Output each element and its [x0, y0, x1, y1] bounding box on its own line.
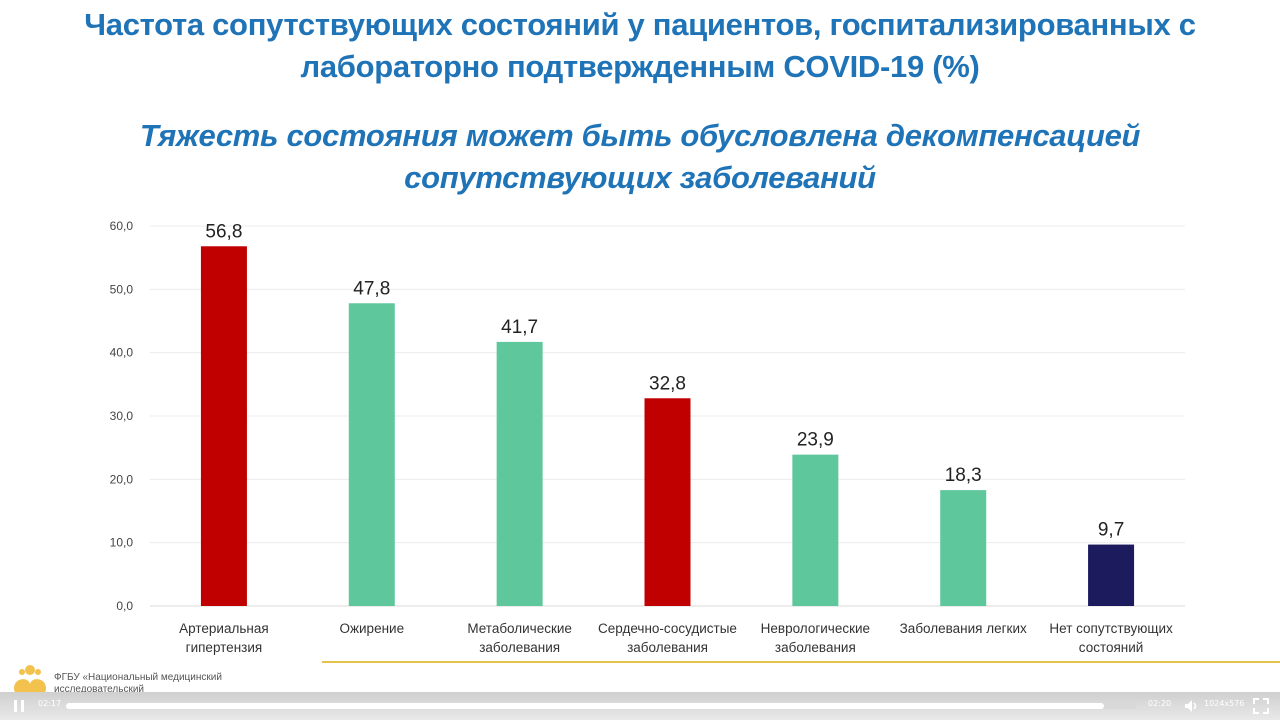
data-label: 47,8 [353, 278, 390, 299]
y-tick-label: 20,0 [110, 472, 134, 486]
y-tick-label: 50,0 [110, 282, 134, 296]
data-label: 56,8 [205, 221, 242, 242]
x-tick-label: Артериальная [179, 621, 269, 636]
slide-subtitle: Тяжесть состояния может быть обусловлена… [139, 118, 1141, 195]
x-tick-label: гипертензия [186, 640, 263, 655]
y-tick-label: 30,0 [110, 409, 134, 423]
video-player-bar: 02:17 02:20 1024x576 [0, 692, 1280, 720]
volume-icon[interactable] [1183, 698, 1199, 714]
x-tick-label: заболевания [627, 640, 708, 655]
data-label: 41,7 [501, 317, 538, 338]
x-tick-label: заболевания [479, 640, 560, 655]
y-tick-label: 40,0 [110, 346, 134, 360]
x-tick-label: Сердечно-сосудистые [598, 621, 737, 636]
footer-divider [322, 661, 1280, 663]
bar [348, 303, 395, 606]
y-tick-label: 60,0 [110, 219, 134, 233]
y-tick-label: 0,0 [116, 599, 133, 613]
data-label: 9,7 [1098, 520, 1124, 541]
x-tick-label: Ожирение [339, 621, 404, 636]
fullscreen-icon[interactable] [1252, 697, 1270, 715]
slide-title: Частота сопутствующих состояний у пациен… [84, 7, 1196, 84]
progress-fill [66, 703, 1104, 709]
y-tick-label: 10,0 [110, 536, 134, 550]
progress-slider[interactable] [66, 703, 1136, 709]
x-tick-label: Заболевания легких [900, 621, 1027, 636]
pause-icon[interactable] [10, 697, 28, 715]
x-tick-label: заболевания [775, 640, 856, 655]
bar [496, 341, 543, 606]
x-tick-label: состояний [1079, 640, 1144, 655]
bar [940, 490, 987, 606]
data-label: 32,8 [649, 373, 686, 394]
data-label: 23,9 [797, 430, 834, 451]
x-tick-label: Метаболические [467, 621, 572, 636]
organization-name: ФГБУ «Национальный медицинский исследова… [54, 672, 222, 695]
total-time: 02:20 [1148, 699, 1172, 708]
resolution-label: 1024x576 [1204, 699, 1245, 708]
x-tick-label: Нет сопутствующих [1049, 621, 1173, 636]
x-tick-label: Неврологические [761, 621, 870, 636]
elapsed-time: 02:17 [38, 699, 62, 708]
bar [200, 246, 247, 606]
bar [792, 454, 839, 606]
data-label: 18,3 [945, 465, 982, 486]
bar [644, 398, 691, 606]
bar [1088, 544, 1135, 606]
